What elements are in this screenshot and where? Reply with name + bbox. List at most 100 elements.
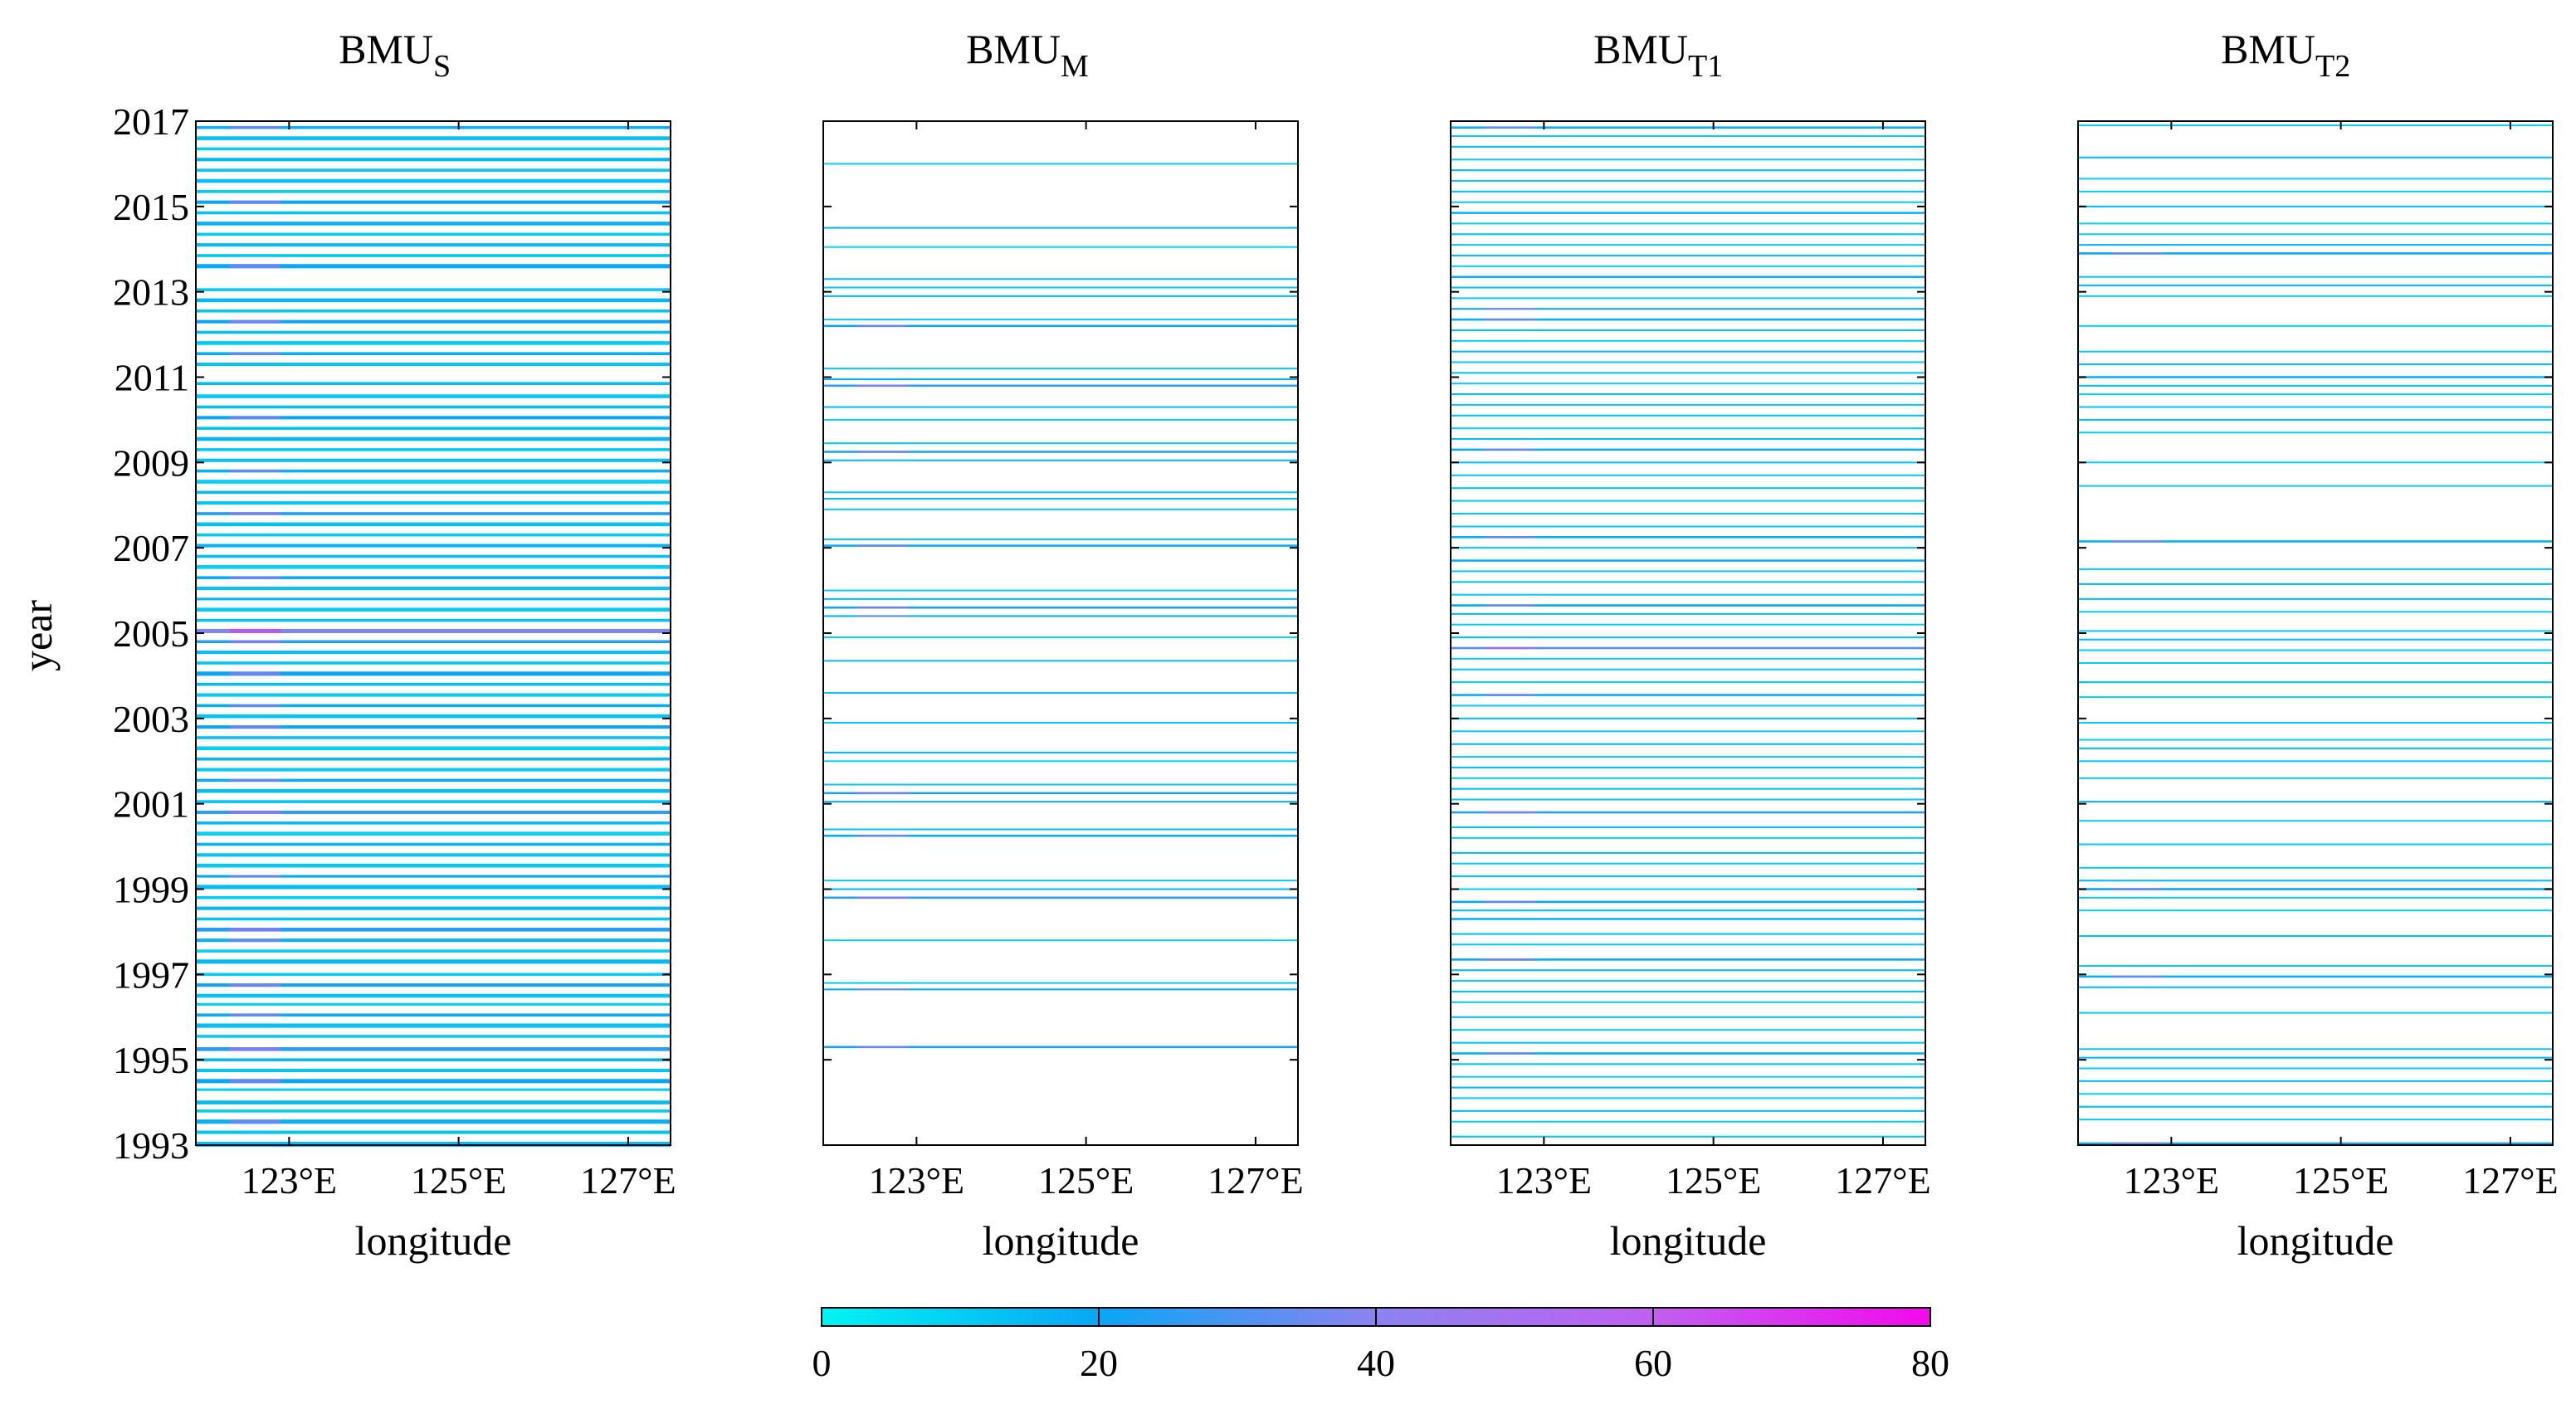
data-band bbox=[196, 725, 671, 729]
y-tick-label: 1997 bbox=[113, 953, 189, 996]
data-band-highlight bbox=[229, 875, 281, 878]
data-band bbox=[2078, 324, 2553, 327]
data-band bbox=[1451, 681, 1925, 684]
data-band bbox=[196, 288, 671, 291]
data-band bbox=[196, 533, 671, 537]
data-band bbox=[1451, 1075, 1925, 1078]
data-band bbox=[196, 1130, 671, 1134]
y-tick-label: 1995 bbox=[113, 1039, 189, 1081]
data-band bbox=[196, 330, 671, 334]
data-band bbox=[1451, 743, 1925, 745]
data-band bbox=[1451, 461, 1925, 464]
data-band bbox=[196, 1069, 671, 1073]
data-band bbox=[1451, 438, 1925, 441]
data-band bbox=[1451, 570, 1925, 573]
data-band bbox=[1451, 169, 1925, 172]
data-band bbox=[823, 286, 1298, 289]
data-band bbox=[196, 341, 671, 345]
data-band bbox=[1451, 646, 1925, 650]
data-band-highlight bbox=[229, 983, 281, 987]
data-band bbox=[823, 324, 1298, 328]
data-band-highlight bbox=[2111, 1142, 2164, 1146]
data-band-highlight bbox=[229, 628, 281, 633]
data-band bbox=[1451, 427, 1925, 430]
data-band-highlight bbox=[2111, 975, 2164, 978]
data-band bbox=[2078, 485, 2553, 487]
y-tick-label: 1993 bbox=[113, 1124, 189, 1167]
x-axis-label: longitude bbox=[2237, 1217, 2394, 1264]
data-band bbox=[823, 801, 1298, 803]
data-band bbox=[1451, 851, 1925, 854]
data-band bbox=[2078, 909, 2553, 912]
data-band-highlight bbox=[856, 606, 909, 609]
data-band bbox=[1451, 969, 1925, 972]
data-band bbox=[1451, 980, 1925, 982]
data-band bbox=[823, 783, 1298, 786]
data-band bbox=[823, 589, 1298, 592]
data-band bbox=[2078, 1142, 2553, 1146]
data-band bbox=[196, 938, 671, 943]
panel-title-main: BMU bbox=[1593, 26, 1688, 72]
x-tick-label: 123°E bbox=[869, 1159, 965, 1202]
data-band bbox=[2078, 568, 2553, 570]
data-band bbox=[196, 778, 671, 782]
panel-bmu-t1: BMU T1 123°E 125°E 127°E longitude bbox=[1450, 26, 1931, 1264]
data-band bbox=[823, 660, 1298, 662]
data-band bbox=[196, 714, 671, 719]
data-band bbox=[196, 554, 671, 558]
data-band-highlight bbox=[856, 834, 909, 837]
colorbar-tick-label: 0 bbox=[812, 1342, 832, 1384]
data-band-highlight bbox=[2111, 252, 2164, 255]
data-band-highlight bbox=[229, 576, 281, 579]
x-tick-label: 127°E bbox=[2462, 1159, 2559, 1202]
y-axis-label: year bbox=[14, 600, 61, 671]
data-band bbox=[823, 384, 1298, 388]
data-band bbox=[1451, 766, 1925, 768]
data-band bbox=[1451, 1135, 1925, 1138]
data-band bbox=[823, 227, 1298, 229]
data-band bbox=[1451, 448, 1925, 451]
data-band bbox=[1451, 190, 1925, 193]
data-band bbox=[823, 834, 1298, 837]
data-band bbox=[196, 178, 671, 183]
data-band bbox=[1451, 513, 1925, 515]
colorbar: 0 20 40 60 80 bbox=[812, 1307, 1949, 1384]
data-band bbox=[1451, 1016, 1925, 1018]
data-band bbox=[196, 928, 671, 932]
x-tick-label: 127°E bbox=[580, 1159, 676, 1202]
data-band bbox=[1451, 536, 1925, 539]
data-band bbox=[2078, 275, 2553, 278]
data-band bbox=[1451, 126, 1925, 129]
data-band-highlight bbox=[229, 264, 281, 269]
data-band bbox=[1451, 265, 1925, 267]
data-band bbox=[1451, 308, 1925, 310]
y-tick-label: 1999 bbox=[113, 869, 189, 911]
data-band bbox=[196, 788, 671, 793]
data-band bbox=[196, 211, 671, 215]
data-band-highlight bbox=[229, 938, 281, 943]
data-band bbox=[196, 136, 671, 140]
data-band bbox=[196, 993, 671, 998]
data-band-highlight bbox=[1484, 1052, 1536, 1055]
data-band bbox=[1451, 383, 1925, 385]
data-band bbox=[196, 158, 671, 162]
data-band bbox=[196, 310, 671, 313]
colorbar-tick-label: 40 bbox=[1357, 1342, 1395, 1384]
data-band-highlight bbox=[229, 125, 281, 129]
data-band-highlight bbox=[1484, 694, 1536, 696]
data-band bbox=[196, 222, 671, 226]
data-band bbox=[1451, 318, 1925, 321]
data-band bbox=[1451, 593, 1925, 596]
data-band bbox=[823, 828, 1298, 831]
panel-title: BMU bbox=[966, 26, 1061, 72]
data-band bbox=[196, 768, 671, 772]
data-band-highlight bbox=[229, 671, 281, 676]
data-band bbox=[1451, 668, 1925, 670]
data-band bbox=[1451, 604, 1925, 607]
data-band-highlight bbox=[1484, 900, 1536, 904]
data-band-highlight bbox=[1484, 308, 1536, 310]
data-band-highlight bbox=[229, 778, 281, 782]
data-band bbox=[1451, 212, 1925, 214]
data-band bbox=[2078, 461, 2553, 464]
data-band bbox=[1451, 145, 1925, 148]
